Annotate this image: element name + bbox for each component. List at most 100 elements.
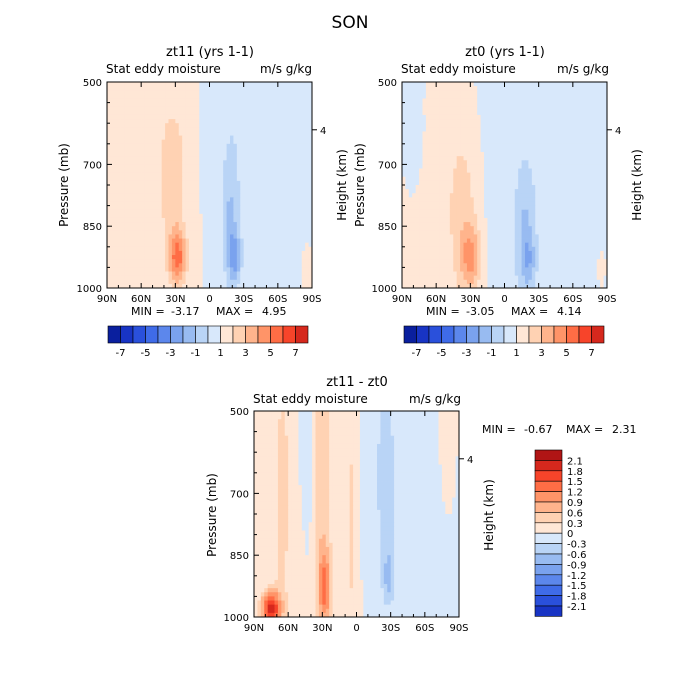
heatmap-cell (291, 263, 296, 268)
heatmap-cell (521, 205, 526, 211)
heatmap-cell (240, 160, 245, 165)
heatmap-cell (141, 98, 145, 103)
heatmap-cell (548, 106, 553, 112)
heatmap-cell (141, 94, 145, 99)
heatmap-cell (223, 119, 227, 124)
heatmap-cell (189, 230, 193, 235)
heatmap-cell (274, 185, 279, 190)
heatmap-cell (168, 193, 173, 198)
heatmap-cell (298, 189, 303, 194)
heatmap-cell (291, 164, 296, 169)
heatmap-cell (572, 135, 577, 141)
heatmap-cell (233, 86, 238, 91)
heatmap-cell (484, 193, 488, 198)
heatmap-cell (579, 114, 584, 120)
heatmap-cell (117, 123, 122, 128)
heatmap-cell (521, 139, 526, 145)
heatmap-cell (572, 90, 577, 95)
heatmap-cell (470, 197, 475, 202)
heatmap-cell (219, 123, 224, 128)
heatmap-cell (408, 147, 413, 153)
heatmap-cell (436, 86, 440, 91)
heatmap-cell (429, 193, 434, 198)
heatmap-cell (230, 255, 234, 260)
heatmap-cell (453, 160, 458, 165)
heatmap-cell (182, 263, 186, 268)
heatmap-cell (199, 147, 204, 153)
heatmap-cell (226, 250, 231, 256)
heatmap-cell (271, 139, 275, 145)
heatmap-cell (113, 127, 118, 132)
heatmap-cell (110, 90, 115, 95)
heatmap-cell (127, 255, 132, 260)
heatmap-cell (165, 131, 169, 136)
heatmap-cell (518, 90, 522, 95)
heatmap-cell (120, 279, 125, 285)
heatmap-cell (168, 152, 173, 157)
heatmap-cell (298, 164, 303, 169)
heatmap-cell (250, 271, 255, 277)
heatmap-cell (429, 156, 434, 161)
heatmap-cell (134, 114, 139, 120)
heatmap-cell (148, 102, 152, 108)
heatmap-cell (274, 168, 279, 174)
heatmap-cell (583, 90, 587, 95)
heatmap-cell (243, 213, 248, 219)
heatmap-cell (600, 189, 604, 194)
heatmap-cell (216, 205, 221, 211)
heatmap-cell (514, 86, 519, 91)
heatmap-cell (436, 135, 440, 141)
heatmap-cell (412, 114, 417, 120)
heatmap-cell (277, 82, 282, 87)
heatmap-cell (134, 94, 139, 99)
heatmap-cell (484, 160, 488, 165)
heatmap-cell (212, 172, 217, 178)
heatmap-cell (487, 189, 492, 194)
heatmap-cell (243, 119, 248, 124)
heatmap-cell (277, 114, 282, 120)
heatmap-cell (161, 193, 166, 198)
heatmap-cell (284, 168, 289, 174)
heatmap-cell (253, 193, 258, 198)
heatmap-cell (236, 94, 241, 99)
heatmap-cell (267, 193, 272, 198)
heatmap-cell (535, 102, 540, 108)
heatmap-cell (206, 259, 210, 264)
heatmap-cell (466, 156, 471, 161)
heatmap-cell (185, 271, 190, 277)
heatmap-cell (566, 127, 570, 132)
heatmap-cell (501, 185, 505, 190)
heatmap-cell (525, 189, 529, 194)
heatmap-cell (511, 131, 516, 136)
heatmap-cell (253, 172, 258, 178)
heatmap-cell (308, 226, 313, 231)
heatmap-cell (233, 94, 238, 99)
heatmap-cell (253, 176, 258, 182)
heatmap-cell (535, 114, 540, 120)
heatmap-cell (497, 180, 502, 186)
heatmap-cell (271, 168, 275, 174)
heatmap-cell (165, 102, 169, 108)
heatmap-cell (298, 279, 303, 285)
heatmap-cell (528, 205, 533, 211)
heatmap-cell (236, 263, 241, 268)
heatmap-cell (497, 106, 502, 112)
heatmap-cell (600, 197, 604, 202)
heatmap-cell (405, 119, 410, 124)
heatmap-cell (572, 147, 577, 153)
heatmap-cell (579, 168, 584, 174)
heatmap-cell (415, 164, 420, 169)
heatmap-cell (484, 197, 488, 202)
heatmap-cell (277, 86, 282, 91)
heatmap-cell (195, 246, 200, 252)
heatmap-cell (206, 168, 210, 174)
heatmap-cell (117, 255, 122, 260)
heatmap-cell (120, 94, 125, 99)
heatmap-cell (535, 168, 540, 174)
heatmap-cell (596, 127, 601, 132)
heatmap-cell (308, 114, 313, 120)
heatmap-cell (480, 156, 485, 161)
heatmap-cell (274, 160, 279, 165)
heatmap-cell (182, 119, 186, 124)
heatmap-cell (576, 139, 581, 145)
